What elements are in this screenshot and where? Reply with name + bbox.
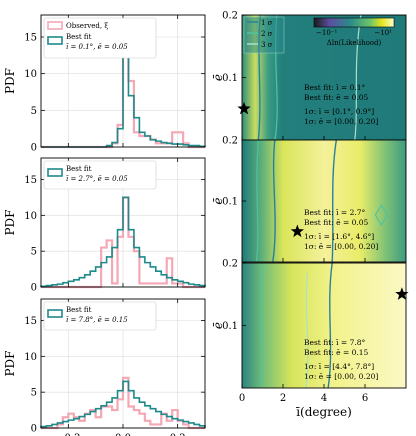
annotation-line: 1σ: ī = [1.6°, 4.6°] (304, 232, 374, 241)
series-best-fit-step (40, 196, 206, 288)
x-axis-label: ī(degree) (295, 405, 352, 419)
legend-label: Best fit (66, 306, 92, 314)
best-fit-star (237, 101, 251, 115)
y-axis-label: PDF (3, 68, 17, 94)
x-tick-label: 0.0 (115, 433, 131, 436)
x-tick-label: 4 (321, 393, 327, 404)
heatmap-panel-1: Best fit: ī = 0.1°Best fit: ē = 0.05 1σ: … (211, 11, 407, 141)
y-tick-label: 5 (31, 247, 37, 258)
y-tick-label: 0.2 (222, 259, 238, 270)
colorbar-gradient (313, 17, 395, 28)
legend-swatch-best-fit (47, 168, 63, 177)
x-tick-label: −0.2 (56, 433, 80, 436)
contour-1sigma (327, 262, 333, 389)
annotation-line: Best fit: ī = 7.8° (304, 338, 366, 347)
y-axis-label: PDF (3, 350, 17, 376)
y-axis-label: ē (211, 197, 225, 204)
contour-legend-label: 2 σ (261, 30, 273, 38)
colorbar: −10⁻¹ −10¹ Δln(Likelihood) (313, 17, 395, 47)
legend-label: Best fit (66, 33, 92, 41)
y-tick-label: 10 (24, 69, 37, 80)
annotation-line: Best fit: ī = 2.7° (304, 208, 366, 217)
y-tick-label: 0.2 (222, 11, 238, 22)
contour-legend-label: 3 σ (261, 41, 273, 49)
contour-3sigma (305, 272, 309, 389)
y-tick-label: 0 (31, 143, 37, 154)
heatmap-panel-2: Best fit: ī = 2.7°Best fit: ē = 0.05 1σ: … (211, 136, 407, 263)
y-tick-label: 15 (24, 33, 37, 44)
colorbar-tick-label: −10¹ (374, 29, 392, 37)
y-tick-label: 5 (31, 388, 37, 399)
annotation: Best fit: ī = 7.8°Best fit: ē = 0.15 1σ: … (304, 338, 378, 381)
y-tick-label: 0.1 (222, 197, 238, 208)
annotation-line: 1σ: ē = [0.00, 0.20] (304, 117, 378, 126)
y-tick-label: 0.1 (222, 73, 238, 84)
colorbar-label: Δln(Likelihood) (327, 39, 382, 47)
y-axis-label: PDF (3, 209, 17, 235)
legend-box (43, 301, 157, 331)
x-tick-label: 0.2 (170, 433, 186, 436)
y-tick-label: 0 (31, 424, 37, 435)
best-fit-star (395, 287, 409, 300)
legend-label: ī = 0.1°, ē = 0.05 (66, 43, 128, 51)
contour-3sigma (354, 14, 362, 141)
x-tick-label: 2 (280, 393, 286, 404)
legend: Observed, ξ Best fit ī = 0.1°, ē = 0.05 (43, 17, 157, 59)
contour-2sigma (374, 203, 389, 227)
annotation: Best fit: ī = 0.1°Best fit: ē = 0.05 1σ: … (304, 83, 378, 126)
legend-label: Best fit (66, 165, 92, 173)
legend-swatch-best-fit (47, 309, 63, 318)
contour-legend-box (243, 16, 285, 54)
likelihood-field (242, 263, 406, 388)
annotation-line: Best fit: ī = 0.1° (304, 83, 366, 92)
x-tick-label: 6 (362, 393, 368, 404)
legend: Best fit ī = 7.8°, ē = 0.15 (43, 301, 157, 331)
contour-legend-label: 1 σ (261, 19, 273, 27)
y-tick-label: 10 (24, 211, 37, 222)
y-tick-label: 15 (24, 316, 37, 327)
legend-swatch-observed (47, 21, 63, 30)
best-fit-star (290, 224, 305, 238)
heatmap-panel-3: Best fit: ī = 7.8°Best fit: ē = 0.15 1σ: … (211, 259, 409, 419)
legend-label: ī = 7.8°, ē = 0.15 (66, 316, 128, 324)
annotation-line: Best fit: ē = 0.05 (304, 218, 369, 227)
y-tick-label: 0.1 (222, 321, 238, 332)
hist-panel-1: 0 5 10 15 PDF Observed, ξ Best fit ī = 0.1°, ē … (3, 14, 206, 154)
contour-2sigma (259, 262, 264, 389)
legend-label: ī = 2.7°, ē = 0.05 (66, 175, 128, 183)
annotation-line: Best fit: ē = 0.15 (304, 348, 369, 357)
y-axis-label: ē (211, 322, 225, 329)
hist-panel-2: 0 5 10 15 PDF Best fit ī = 2.7°, ē = 0.05 (3, 157, 206, 294)
x-tick-label: 0 (239, 393, 245, 404)
legend-box (43, 17, 157, 59)
annotation-line: 1σ: ē = [0.00, 0.20] (304, 242, 378, 251)
series-best-fit-step (40, 380, 206, 428)
contour-2sigma (255, 139, 259, 263)
y-tick-label: 5 (31, 106, 37, 117)
legend-box (43, 160, 157, 190)
colorbar-tick-label: −10⁻¹ (316, 29, 337, 37)
contour-1sigma (331, 139, 337, 263)
y-tick-label: 0.2 (222, 136, 238, 147)
likelihood-field (242, 140, 406, 262)
annotation-line: 1σ: ī = [4.4°, 7.8°] (304, 362, 374, 371)
y-tick-label: 0 (31, 283, 37, 294)
annotation-line: 1σ: ī = [0.1°, 0.9°] (304, 107, 374, 116)
y-tick-label: 10 (24, 352, 37, 363)
contour-legend: 1 σ 2 σ 3 σ (243, 16, 285, 54)
legend: Best fit ī = 2.7°, ē = 0.05 (43, 160, 157, 190)
legend-label: Observed, ξ (66, 22, 108, 30)
contour-1sigma (272, 139, 276, 263)
legend-swatch-best-fit (47, 36, 63, 45)
annotation-line: 1σ: ē = [0.00, 0.20] (304, 372, 378, 381)
annotation: Best fit: ī = 2.7°Best fit: ē = 0.05 1σ: … (304, 208, 378, 251)
y-axis-label: ē (211, 74, 225, 81)
y-tick-label: 15 (24, 175, 37, 186)
annotation-line: Best fit: ē = 0.05 (304, 93, 369, 102)
